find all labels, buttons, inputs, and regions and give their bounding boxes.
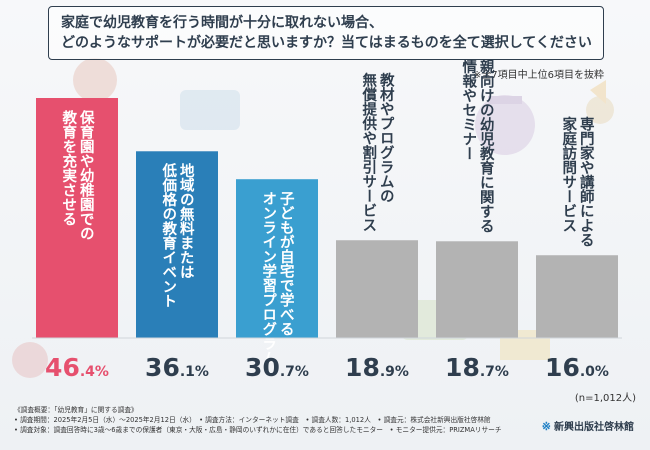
value-dec-6: .0% (580, 364, 609, 380)
value-int-3: 30 (245, 353, 280, 382)
value-dec-5: .7% (480, 364, 509, 380)
value-int-4: 18 (345, 353, 380, 382)
value-int-1: 46 (45, 353, 80, 382)
value-int-6: 16 (545, 353, 580, 382)
value-label-6: 16.0% (545, 353, 609, 382)
bar-label-3-line-1: 子どもが自宅で学べる (278, 191, 294, 337)
bar-3 (236, 179, 318, 338)
bar-2 (136, 151, 218, 338)
bar-label-1-line-2: 教育を充実させる (60, 109, 77, 227)
bar-label-3-line-2: オンライン学習プログラム (260, 191, 276, 366)
brand-logo: ※ 新興出版社啓林館 (542, 418, 634, 433)
value-label-1: 46.4% (45, 353, 109, 382)
value-dec-4: .9% (380, 364, 409, 380)
footer-line-1: 《調査概要：「幼児教育」に関する調査》 (14, 406, 138, 414)
bar-label-2-line-2: 低価格の教育イベント (160, 162, 177, 308)
value-dec-3: .7% (280, 364, 309, 380)
footer-line-3: • 調査対象：調査回答時に3歳～6歳までの保護者（東京・大阪・広島・静岡のいずれ… (14, 426, 502, 434)
bar-label-4-line-2: 無償提供や割引サービス (360, 72, 377, 233)
bar-label-1-line-1: 保育園や幼稚園での (78, 109, 95, 241)
bar-5 (436, 241, 518, 338)
bar-label-2-line-1: 地域の無料または (178, 162, 194, 280)
bar-6 (536, 255, 618, 338)
title-box: 家庭で幼児教育を行う時間が十分に取れない場合、 どのようなサポートが必要だと思い… (48, 6, 604, 60)
value-dec-2: .1% (180, 364, 209, 380)
bar-label-5-line-1: 親向けの幼児教育に関する (478, 58, 495, 234)
survey-footer: 《調査概要：「幼児教育」に関する調査》 • 調査期間：2025年2月5日（水）～… (14, 405, 534, 435)
value-label-4: 18.9% (345, 353, 409, 382)
title-line-1: 家庭で幼児教育を行う時間が十分に取れない場合、 (61, 15, 383, 31)
value-label-5: 18.7% (445, 353, 509, 382)
title-line-2: どのようなサポートが必要だと思いますか？当てはまるものを全て選択してください (61, 35, 592, 51)
value-label-3: 30.7% (245, 353, 309, 382)
value-label-2: 36.1% (145, 353, 209, 382)
footer-line-2: • 調査期間：2025年2月5日（水）～2025年2月12日（水） • 調査方法… (14, 416, 491, 424)
bar-label-6-line-1: 専門家や講師による (578, 116, 594, 248)
brand-mark-icon: ※ (541, 420, 551, 433)
sample-size-note: (n=1,012人) (574, 393, 636, 404)
value-int-5: 18 (445, 353, 480, 382)
brand-name: 新興出版社啓林館 (554, 422, 634, 433)
bar-label-4-line-1: 教材やプログラムの (378, 72, 395, 204)
bar-1 (36, 98, 118, 338)
bar-label-5-line-2: 情報やセミナー (460, 58, 476, 161)
value-int-2: 36 (145, 353, 180, 382)
value-dec-1: .4% (80, 364, 109, 380)
bar-4 (336, 240, 418, 338)
bar-label-6-line-2: 家庭訪問サービス (560, 116, 576, 234)
subset-note: ※全7項目中上位6項目を抜粋 (472, 70, 604, 81)
